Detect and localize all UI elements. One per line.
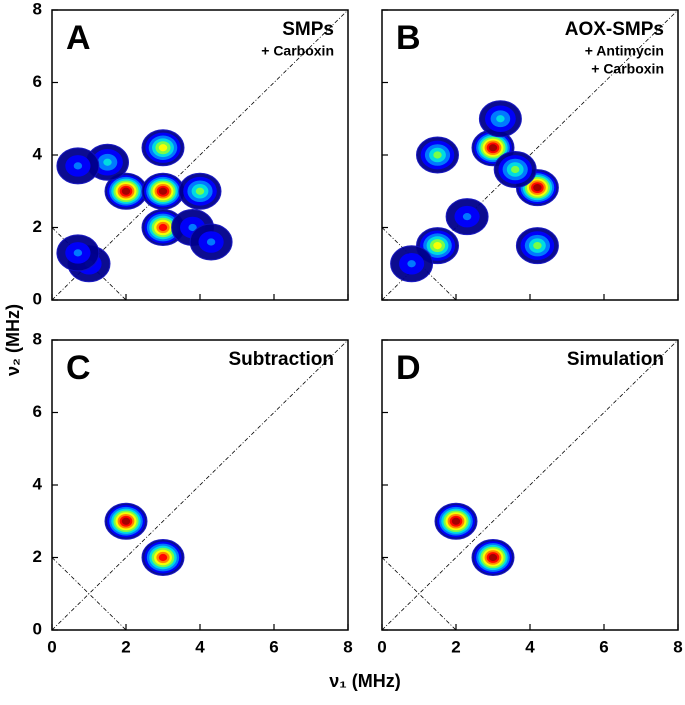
- plot-area: [382, 10, 678, 300]
- peak: [56, 147, 100, 185]
- y-tick-label: 6: [33, 402, 42, 421]
- y-tick-label: 8: [33, 0, 42, 18]
- plot-area: [52, 10, 348, 300]
- x-tick-label: 8: [673, 637, 682, 656]
- contour-level: [451, 517, 461, 525]
- x-tick-label: 6: [269, 637, 278, 656]
- panel: 0 2 4 6 8 D Simulation: [377, 339, 683, 656]
- peak: [478, 100, 522, 138]
- peak: [416, 136, 459, 174]
- x-tick-label: 0: [377, 637, 386, 656]
- panel-title: Subtraction: [228, 349, 334, 370]
- panel: B AOX-SMPs + Antimycin + Carboxin: [381, 9, 679, 301]
- y-axis-label: ν₂ (MHz): [3, 304, 23, 376]
- contour-level: [511, 165, 520, 174]
- peak: [104, 172, 148, 210]
- contour-level: [488, 144, 498, 152]
- y-tick-label: 4: [33, 474, 43, 493]
- contour-level: [462, 213, 472, 221]
- contour-level: [488, 553, 498, 562]
- panel: 0 2 4 6 8 0 2 4 6 8 C Subtraction: [33, 329, 353, 656]
- y-tick-label: 4: [33, 144, 43, 163]
- peak: [471, 539, 515, 576]
- contour-level: [73, 162, 83, 170]
- anti-diagonal: [382, 557, 457, 630]
- peak: [141, 129, 185, 167]
- peak: [515, 227, 559, 265]
- y-tick-label: 0: [33, 289, 42, 308]
- peak: [189, 223, 233, 261]
- panel-subtitle: + Antimycin: [585, 43, 664, 59]
- contour-level: [496, 115, 505, 123]
- panel-label: D: [396, 349, 421, 387]
- y-tick-label: 2: [33, 217, 42, 236]
- contour-level: [121, 187, 131, 195]
- panel-label: A: [66, 19, 91, 57]
- peak: [493, 151, 537, 188]
- contour-level: [188, 223, 197, 232]
- peak: [178, 172, 222, 210]
- panel-title: Simulation: [567, 349, 664, 370]
- panel-label: C: [66, 349, 91, 387]
- x-axis-label: ν₁ (MHz): [329, 671, 400, 691]
- peak: [390, 245, 434, 283]
- contour-level: [433, 242, 442, 250]
- contour-level: [195, 187, 205, 195]
- contour-level: [433, 151, 442, 159]
- x-tick-label: 8: [343, 637, 352, 656]
- contour-level: [158, 223, 168, 232]
- panel-subtitle: + Carboxin: [591, 61, 664, 77]
- panel-label: B: [396, 19, 421, 57]
- peak: [104, 502, 148, 540]
- peak: [141, 172, 185, 210]
- peak: [141, 539, 185, 576]
- peak: [56, 234, 100, 272]
- contour-level: [158, 553, 168, 562]
- contour-level: [206, 238, 216, 246]
- y-tick-label: 6: [33, 72, 42, 91]
- panel-subtitle: + Carboxin: [261, 43, 334, 59]
- diagonal: [382, 340, 678, 630]
- peak: [445, 198, 489, 236]
- y-tick-label: 8: [33, 329, 42, 348]
- contour-level: [73, 249, 83, 257]
- panel-title: SMPs: [282, 19, 334, 40]
- x-tick-label: 2: [451, 637, 460, 656]
- contour-level: [121, 517, 131, 525]
- diagonal: [52, 340, 348, 630]
- peak: [141, 209, 185, 246]
- plot-area: [382, 340, 678, 630]
- contour-level: [533, 242, 542, 250]
- contour-level: [158, 187, 168, 195]
- plot-area: [52, 340, 348, 630]
- anti-diagonal: [52, 557, 127, 630]
- x-tick-label: 4: [525, 637, 535, 656]
- peak: [434, 502, 478, 540]
- contour-level: [533, 184, 542, 192]
- panel: 0 2 4 6 8 A SMPs + Carboxin: [33, 0, 349, 308]
- x-tick-label: 0: [47, 637, 56, 656]
- y-tick-label: 2: [33, 547, 42, 566]
- contour-level: [158, 144, 168, 152]
- panel-title: AOX-SMPs: [565, 19, 664, 40]
- contour-level: [407, 260, 416, 268]
- x-tick-label: 2: [121, 637, 130, 656]
- y-tick-label: 0: [33, 619, 42, 638]
- x-tick-label: 6: [599, 637, 608, 656]
- contour-level: [103, 158, 112, 166]
- x-tick-label: 4: [195, 637, 205, 656]
